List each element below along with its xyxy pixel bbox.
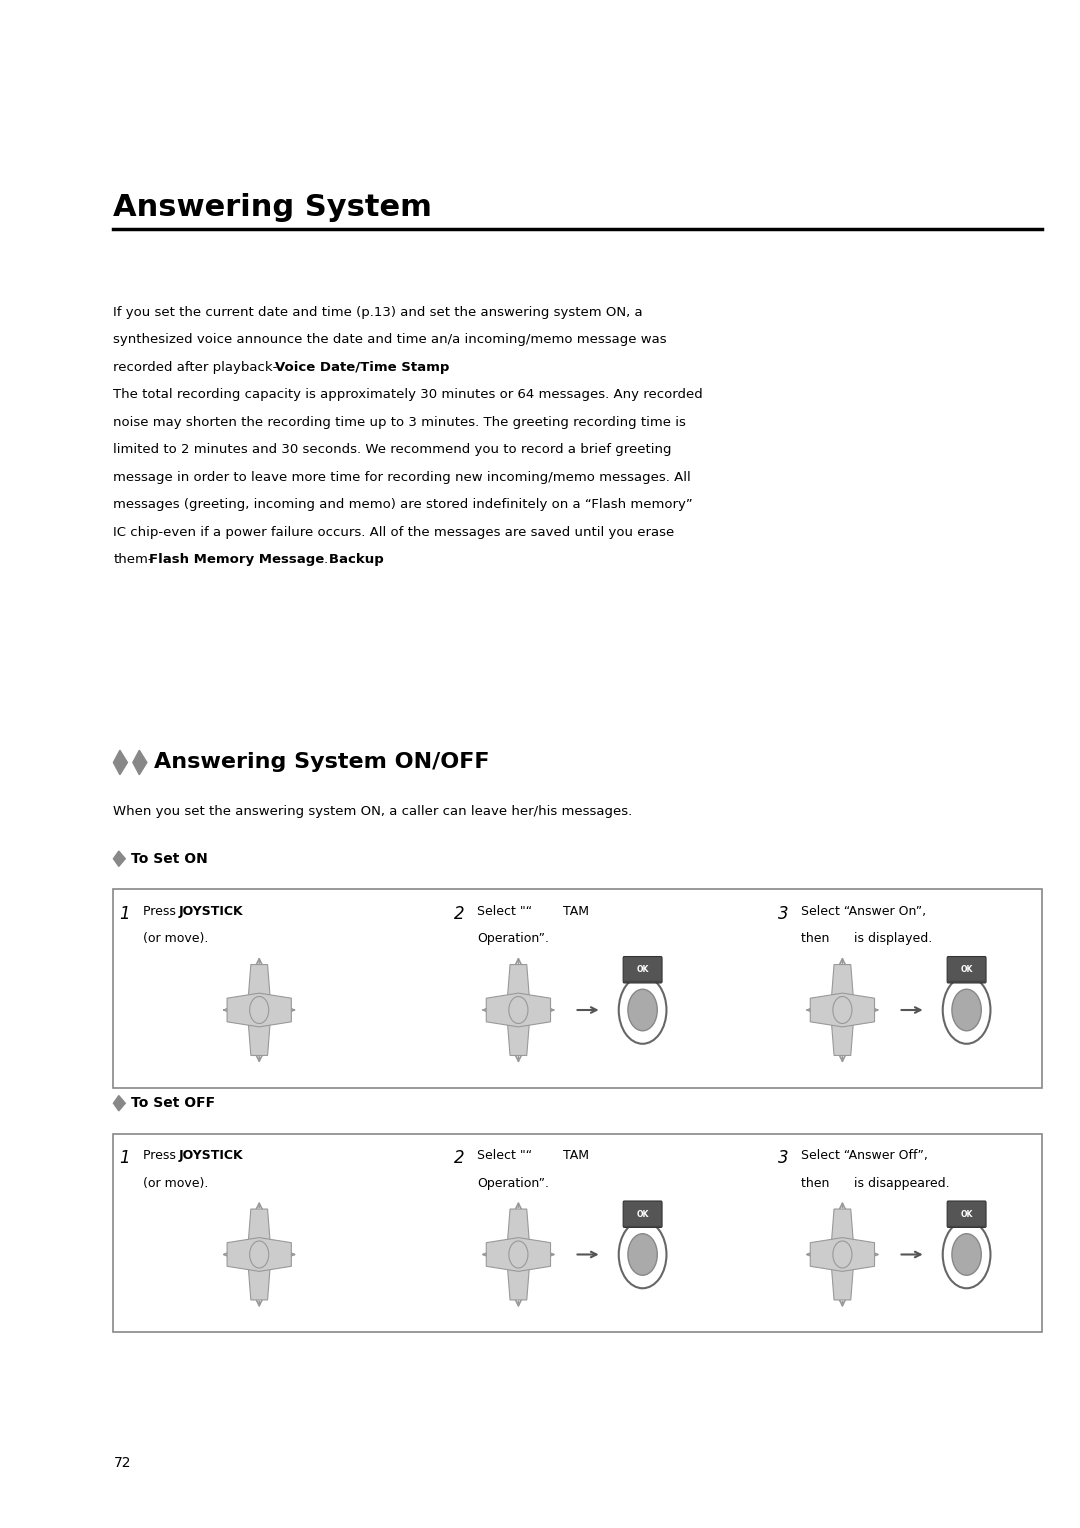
Text: is displayed.: is displayed.: [850, 932, 932, 946]
Circle shape: [943, 976, 990, 1044]
Text: Answering System: Answering System: [113, 193, 432, 222]
Circle shape: [249, 1241, 269, 1268]
Text: Operation”.: Operation”.: [477, 932, 550, 946]
Circle shape: [833, 996, 852, 1024]
Text: To Set OFF: To Set OFF: [131, 1096, 215, 1111]
Text: 2: 2: [454, 905, 464, 923]
Circle shape: [951, 989, 982, 1031]
Text: Operation”.: Operation”.: [477, 1177, 550, 1190]
Text: 2: 2: [454, 1149, 464, 1167]
Text: recorded after playback-: recorded after playback-: [113, 361, 278, 374]
Text: TAM: TAM: [555, 1149, 589, 1163]
Polygon shape: [486, 993, 551, 1027]
Text: Select “Answer Off”,: Select “Answer Off”,: [801, 1149, 928, 1163]
Text: then: then: [801, 1177, 834, 1190]
Text: is disappeared.: is disappeared.: [850, 1177, 949, 1190]
Circle shape: [509, 1241, 528, 1268]
Text: Select “Answer On”,: Select “Answer On”,: [801, 905, 927, 918]
Text: If you set the current date and time (p.13) and set the answering system ON, a: If you set the current date and time (p.…: [113, 306, 643, 319]
Polygon shape: [486, 1238, 551, 1271]
Text: Answering System ON/OFF: Answering System ON/OFF: [154, 752, 490, 773]
Polygon shape: [507, 1209, 530, 1300]
Polygon shape: [831, 964, 854, 1056]
Circle shape: [833, 1241, 852, 1268]
Text: .: .: [324, 553, 328, 567]
Text: noise may shorten the recording time up to 3 minutes. The greeting recording tim: noise may shorten the recording time up …: [113, 416, 686, 429]
Text: To Set ON: To Set ON: [131, 851, 207, 866]
Circle shape: [943, 1221, 990, 1288]
Text: OK: OK: [636, 1210, 649, 1219]
Text: IC chip-even if a power failure occurs. All of the messages are saved until you : IC chip-even if a power failure occurs. …: [113, 526, 675, 539]
Text: Voice Date/Time Stamp: Voice Date/Time Stamp: [275, 361, 449, 374]
Text: 72: 72: [113, 1456, 131, 1470]
Circle shape: [627, 989, 658, 1031]
Text: Select "“: Select "“: [477, 1149, 532, 1163]
Polygon shape: [227, 993, 292, 1027]
FancyBboxPatch shape: [113, 1134, 1042, 1332]
Text: limited to 2 minutes and 30 seconds. We recommend you to record a brief greeting: limited to 2 minutes and 30 seconds. We …: [113, 443, 672, 457]
Text: 3: 3: [778, 905, 788, 923]
Polygon shape: [113, 1096, 125, 1111]
Text: OK: OK: [960, 1210, 973, 1219]
Text: Press: Press: [143, 905, 179, 918]
FancyBboxPatch shape: [113, 889, 1042, 1088]
Text: Select "“: Select "“: [477, 905, 532, 918]
Text: The total recording capacity is approximately 30 minutes or 64 messages. Any rec: The total recording capacity is approxim…: [113, 388, 703, 402]
Text: them-: them-: [113, 553, 153, 567]
FancyBboxPatch shape: [623, 1201, 662, 1227]
FancyBboxPatch shape: [947, 957, 986, 983]
Circle shape: [619, 1221, 666, 1288]
Polygon shape: [133, 750, 147, 775]
Polygon shape: [831, 1209, 854, 1300]
Circle shape: [619, 976, 666, 1044]
Text: 1: 1: [119, 1149, 130, 1167]
Polygon shape: [247, 1209, 271, 1300]
Text: .: .: [403, 361, 407, 374]
Circle shape: [509, 996, 528, 1024]
Text: synthesized voice announce the date and time an/a incoming/memo message was: synthesized voice announce the date and …: [113, 333, 667, 347]
Text: TAM: TAM: [555, 905, 589, 918]
Text: messages (greeting, incoming and memo) are stored indefinitely on a “Flash memor: messages (greeting, incoming and memo) a…: [113, 498, 693, 512]
Polygon shape: [227, 1238, 292, 1271]
Polygon shape: [247, 964, 271, 1056]
Text: 3: 3: [778, 1149, 788, 1167]
Text: Press: Press: [143, 1149, 179, 1163]
Text: then: then: [801, 932, 834, 946]
Polygon shape: [113, 750, 127, 775]
Circle shape: [627, 1233, 658, 1276]
Text: When you set the answering system ON, a caller can leave her/his messages.: When you set the answering system ON, a …: [113, 805, 633, 819]
Text: JOYSTICK: JOYSTICK: [178, 905, 243, 918]
Polygon shape: [810, 993, 875, 1027]
FancyBboxPatch shape: [623, 957, 662, 983]
Text: (or move).: (or move).: [143, 932, 208, 946]
Text: 1: 1: [119, 905, 130, 923]
Text: (or move).: (or move).: [143, 1177, 208, 1190]
Text: JOYSTICK: JOYSTICK: [178, 1149, 243, 1163]
Circle shape: [951, 1233, 982, 1276]
FancyBboxPatch shape: [947, 1201, 986, 1227]
Text: OK: OK: [636, 966, 649, 975]
Text: OK: OK: [960, 966, 973, 975]
Circle shape: [249, 996, 269, 1024]
Polygon shape: [113, 851, 125, 866]
Polygon shape: [507, 964, 530, 1056]
Text: message in order to leave more time for recording new incoming/memo messages. Al: message in order to leave more time for …: [113, 471, 691, 484]
Polygon shape: [810, 1238, 875, 1271]
Text: Flash Memory Message Backup: Flash Memory Message Backup: [149, 553, 383, 567]
